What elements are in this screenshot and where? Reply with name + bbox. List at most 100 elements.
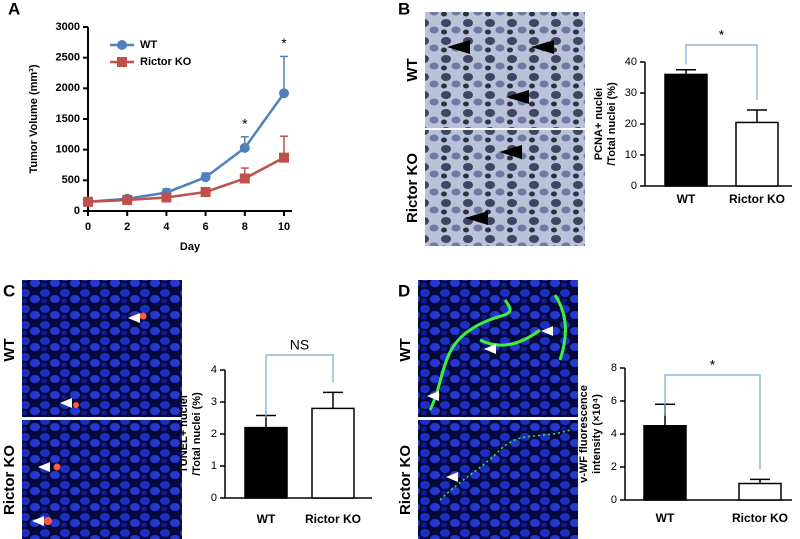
marker: [161, 192, 172, 203]
arrowhead: [447, 40, 470, 54]
arrowhead: [427, 391, 439, 401]
marker: [200, 186, 211, 197]
panel-letter: C: [3, 281, 15, 300]
tunel-spot: [53, 463, 61, 471]
arrowhead: [38, 462, 50, 472]
y-axis-label: Tumor Volume (mm³): [28, 64, 40, 173]
significance: NS: [290, 337, 309, 353]
bar: [664, 73, 708, 187]
x-tick-label: Rictor KO: [732, 511, 788, 525]
legend-marker: [117, 57, 127, 67]
bar: [244, 426, 288, 499]
significance: *: [710, 357, 716, 373]
significance-bracket: [664, 374, 761, 470]
panel-letter: A: [8, 0, 20, 18]
x-tick-label: WT: [656, 511, 675, 525]
y-axis-label: TUNEL+ nuclei/Total nuclei (%): [178, 392, 203, 476]
series-line: [87, 92, 286, 204]
y-tick-label: 4: [211, 364, 217, 376]
y-axis-label: v-WF fluorescenceintensity (×10⁴): [578, 385, 603, 483]
y-tick-label: 0: [611, 494, 617, 506]
significance-bracket: [265, 354, 334, 418]
tunel-spot: [44, 517, 52, 525]
y-tick-label: 2000: [56, 82, 80, 94]
tunel-spot: [73, 402, 79, 408]
y-tick-label: 4: [611, 428, 617, 440]
image-label: Rictor KO: [404, 153, 421, 223]
x-tick-label: Rictor KO: [305, 512, 361, 526]
x-tick-label: 2: [124, 221, 130, 233]
y-tick-label: 500: [62, 174, 80, 186]
x-tick-label: 0: [85, 221, 91, 233]
y-tick-label: 0: [631, 180, 637, 192]
y-tick-label: 40: [625, 56, 637, 68]
y-tick-label: 2: [611, 461, 617, 473]
image-label: Rictor KO: [1, 445, 18, 515]
y-tick-label: 8: [611, 362, 617, 374]
image-wt: [425, 12, 585, 128]
vessel: [428, 294, 567, 411]
image-label: WT: [404, 58, 421, 81]
y-axis-label-line: /Total nuclei (%): [606, 82, 618, 166]
annotation: *: [281, 35, 287, 51]
arrowhead: [60, 398, 72, 408]
bar: [735, 121, 779, 187]
image-wt: [418, 280, 578, 417]
panel-letter: D: [398, 281, 410, 300]
bar: [311, 407, 355, 499]
arrowhead: [506, 90, 529, 104]
x-axis-label: Day: [180, 241, 201, 253]
bar: [643, 425, 687, 501]
arrowhead: [32, 516, 44, 526]
micrographs-c: [22, 280, 182, 539]
vessel: [439, 429, 571, 501]
marker: [279, 152, 289, 163]
x-tick-label: WT: [257, 512, 276, 526]
y-tick-label: 3: [211, 396, 217, 408]
y-tick-label: 2: [211, 428, 217, 440]
arrowhead: [128, 313, 140, 323]
x-tick-label: Rictor KO: [729, 192, 785, 206]
image-label: WT: [397, 338, 414, 361]
y-tick-label: 1000: [56, 144, 80, 156]
image-ko: [418, 420, 578, 539]
micrographs-b: [425, 12, 585, 246]
x-tick-label: 4: [163, 221, 170, 233]
micrographs-d: [418, 280, 578, 539]
marker: [200, 172, 211, 183]
image-label: Rictor KO: [397, 445, 414, 515]
x-tick-label: 10: [278, 221, 290, 233]
legend-label: WT: [140, 39, 157, 51]
significance: *: [719, 27, 725, 43]
series-line: [87, 156, 285, 204]
marker: [122, 194, 133, 205]
y-axis-label-line: intensity (×10⁴): [591, 394, 603, 474]
x-tick-label: WT: [677, 192, 696, 206]
panel-letter: B: [398, 0, 410, 18]
y-tick-label: 20: [625, 118, 637, 130]
y-axis-label-line: /Total nuclei (%): [191, 392, 203, 476]
y-tick-label: 1: [211, 460, 217, 472]
y-axis-label-line: TUNEL+ nuclei: [178, 395, 190, 473]
significance-bracket: [685, 44, 758, 101]
marker: [239, 173, 250, 184]
arrowhead: [446, 472, 458, 482]
arrowhead: [531, 40, 554, 54]
marker: [83, 196, 93, 207]
y-tick-label: 1500: [56, 113, 80, 125]
y-tick-label: 6: [611, 395, 617, 407]
y-axis-label-line: PCNA+ nuclei: [593, 88, 605, 160]
arrowhead: [465, 211, 488, 225]
annotation: *: [242, 115, 248, 131]
image-wt: [22, 280, 182, 417]
y-tick-label: 0: [211, 492, 217, 504]
y-tick-label: 2500: [56, 52, 80, 64]
y-axis-label-line: v-WF fluorescence: [578, 385, 590, 483]
y-tick-label: 3000: [56, 21, 80, 33]
y-tick-label: 10: [625, 149, 637, 161]
bar: [738, 482, 782, 501]
image-ko: [425, 130, 585, 246]
marker: [239, 142, 250, 153]
y-axis-label: PCNA+ nuclei/Total nuclei (%): [593, 82, 618, 166]
